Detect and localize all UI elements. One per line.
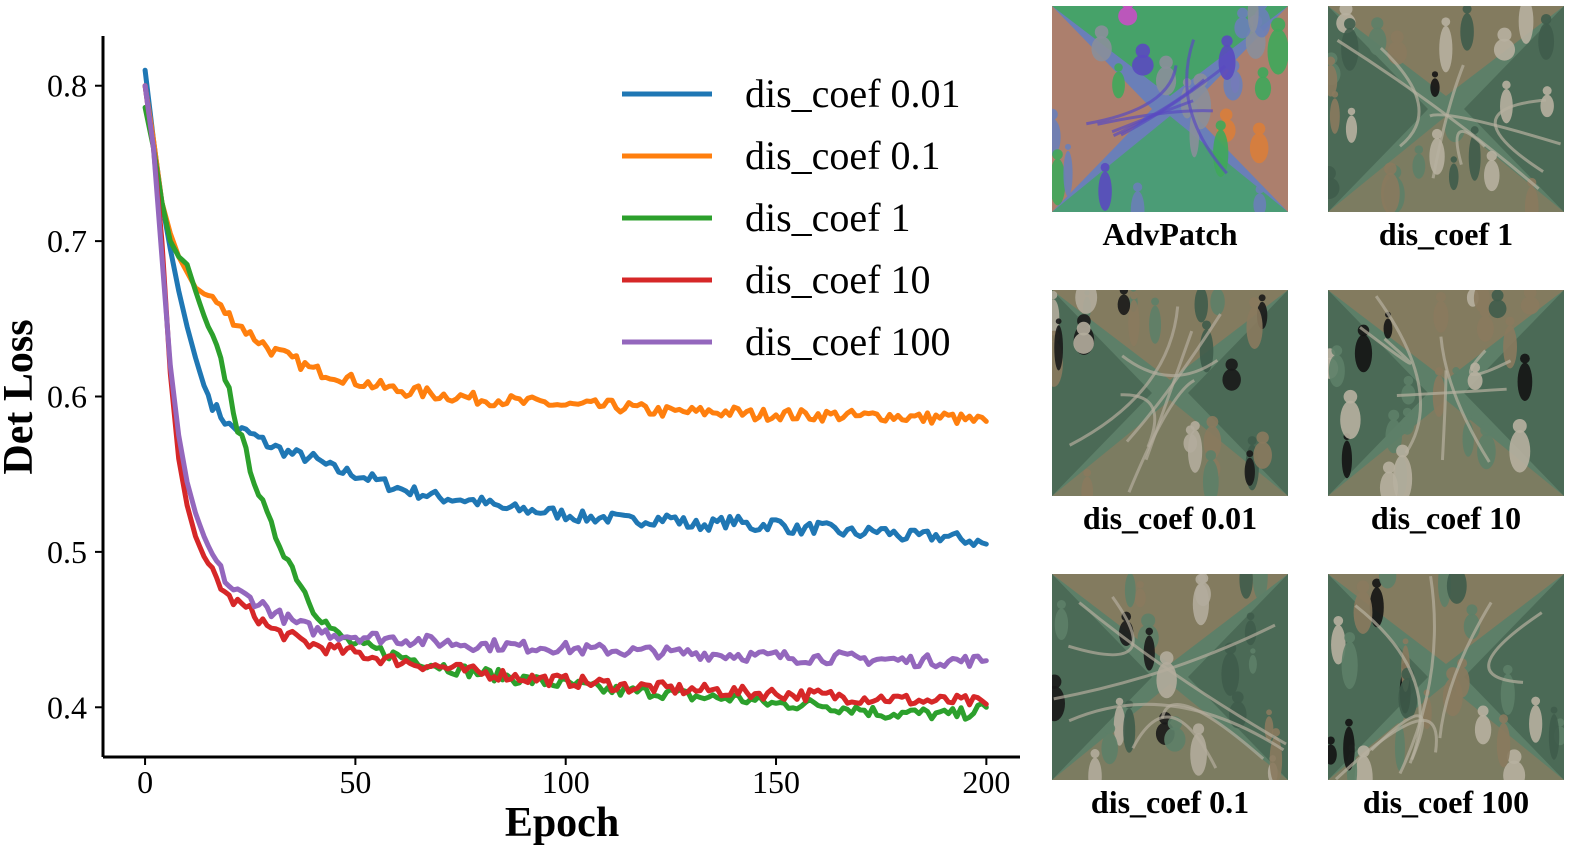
patch-card: dis_coef 0.1 (1052, 574, 1288, 820)
x-axis-label: Epoch (505, 800, 619, 846)
y-tick-label: 0.6 (47, 379, 87, 415)
patch-card: dis_coef 1 (1328, 6, 1564, 252)
patch-caption: dis_coef 0.1 (1090, 784, 1250, 820)
patch-caption: AdvPatch (1102, 216, 1238, 252)
y-tick-label: 0.5 (47, 534, 87, 570)
legend-label-0: dis_coef 0.01 (745, 71, 961, 116)
patch-image (1052, 6, 1288, 212)
patch-image (1052, 290, 1288, 496)
legend-label-2: dis_coef 1 (745, 195, 911, 240)
patch-caption: dis_coef 100 (1362, 784, 1530, 820)
x-tick-label: 0 (137, 764, 153, 800)
x-tick-label: 200 (962, 764, 1010, 800)
series-layer (142, 67, 989, 722)
x-tick-label: 50 (339, 764, 371, 800)
x-tick-label: 150 (752, 764, 800, 800)
y-tick-label: 0.7 (47, 223, 87, 259)
x-tick-label: 100 (542, 764, 590, 800)
patch-card: dis_coef 0.01 (1052, 290, 1288, 536)
legend-label-4: dis_coef 100 (745, 319, 951, 364)
legend: dis_coef 0.01 dis_coef 0.1 dis_coef 1 dis_c… (622, 71, 961, 364)
patch-card: AdvPatch (1052, 6, 1288, 252)
series-line-3 (142, 83, 989, 708)
legend-label-3: dis_coef 10 (745, 257, 931, 302)
y-tick-label: 0.8 (47, 68, 87, 104)
y-tick-label: 0.4 (47, 689, 87, 725)
patch-caption: dis_coef 10 (1370, 500, 1522, 536)
patch-card: dis_coef 10 (1328, 290, 1564, 536)
patch-image (1328, 290, 1564, 496)
patch-image (1052, 574, 1288, 780)
patch-image (1328, 6, 1564, 212)
series-line-1 (142, 83, 989, 426)
axes: 0 50 100 150 200 0.4 0.5 0.6 0.7 0.8 (47, 36, 1020, 800)
y-axis-label: Det Loss (0, 319, 42, 474)
legend-label-1: dis_coef 0.1 (745, 133, 941, 178)
line-chart: 0 50 100 150 200 0.4 0.5 0.6 0.7 0.8 dis_coef 0.0… (0, 36, 1020, 846)
patch-caption: dis_coef 1 (1378, 216, 1514, 252)
patch-card: dis_coef 100 (1328, 574, 1564, 820)
series-line-4 (142, 83, 989, 670)
patch-caption: dis_coef 0.01 (1082, 500, 1258, 536)
series-line-0 (142, 67, 989, 548)
patch-image (1328, 574, 1564, 780)
